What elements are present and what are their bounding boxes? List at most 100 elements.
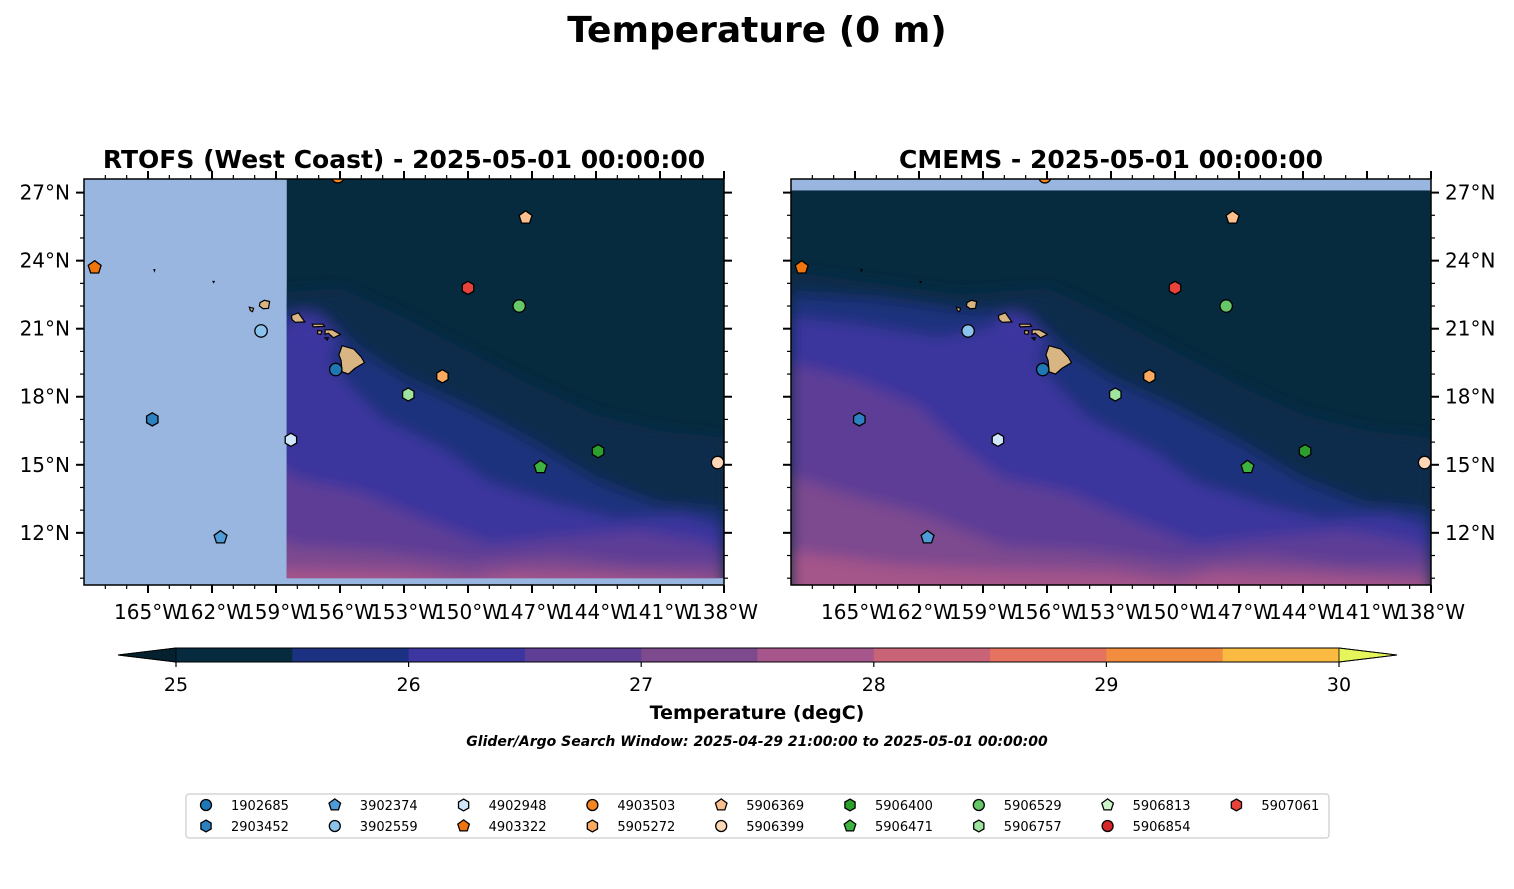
float-marker-4903503 — [331, 179, 345, 184]
lat-tick-label: 18°N — [1445, 385, 1495, 409]
lon-tick-label: 162°W — [885, 600, 953, 624]
float-marker-5906399 — [710, 455, 724, 470]
island-hawaii — [1045, 344, 1073, 375]
colorbar-tick-label: 26 — [397, 674, 421, 696]
island-kahoolawe — [323, 337, 330, 342]
colorbar-segment — [641, 648, 759, 662]
map-panel-cmems: CMEMS - 2025-05-01 00:00:00 165°W162°W15… — [783, 145, 1495, 624]
colorbar-tick-label: 28 — [862, 674, 886, 696]
islands-rtofs — [153, 269, 366, 375]
lon-tick-label: 147°W — [1205, 600, 1273, 624]
legend-marker-1902685 — [199, 798, 213, 812]
legend-label: 1902685 — [231, 799, 289, 814]
legend-marker-2903452 — [200, 819, 212, 833]
lon-axis-cmems: 165°W162°W159°W156°W153°W150°W147°W144°W… — [811, 171, 1465, 624]
colorbar-tick-label: 29 — [1094, 674, 1118, 696]
legend-label: 5906854 — [1133, 820, 1191, 835]
lat-tick-label: 18°N — [20, 385, 70, 409]
island-oahu — [997, 312, 1013, 323]
colorbar-segment — [757, 648, 875, 662]
legend-label: 3902559 — [360, 820, 418, 835]
float-marker-4902948 — [284, 432, 298, 448]
colorbar-label: Temperature (degC) — [650, 702, 865, 724]
island-kauai — [258, 299, 271, 310]
colorbar-segment — [1222, 648, 1340, 662]
lon-tick-label: 159°W — [242, 600, 310, 624]
float-marker-4903503 — [1038, 179, 1052, 184]
legend-label: 2903452 — [231, 820, 289, 835]
float-legend: 1902685 2903452 3902374 3902559 4902948 49033… — [185, 793, 1330, 839]
float-marker-5906529 — [1219, 299, 1234, 313]
float-marker-4902948 — [991, 432, 1005, 448]
float-marker-3902559 — [254, 324, 268, 338]
legend-marker-4903322 — [457, 819, 471, 832]
islands-cmems — [860, 269, 1073, 375]
island-lanai — [317, 329, 323, 336]
lon-axis-rtofs: 165°W162°W159°W156°W153°W150°W147°W144°W… — [104, 171, 758, 624]
legend-marker-5906854 — [1101, 819, 1114, 833]
float-marker-3902374 — [920, 529, 935, 544]
float-marker-4903322 — [87, 259, 102, 274]
float-marker-5906757 — [1108, 387, 1122, 402]
legend-marker-5905272 — [586, 819, 599, 833]
float-marker-5906471 — [533, 459, 548, 474]
island-maui — [324, 329, 342, 339]
lon-tick-label: 144°W — [1269, 600, 1337, 624]
legend-label: 5906399 — [746, 820, 804, 835]
legend-label: 5906813 — [1133, 799, 1191, 814]
float-marker-3902559 — [961, 324, 975, 338]
legend-marker-3902559 — [328, 819, 341, 833]
legend-marker-5906757 — [973, 819, 985, 833]
legend-marker-5906529 — [972, 798, 985, 812]
legend-marker-5906369 — [714, 798, 728, 811]
float-marker-5905272 — [436, 368, 449, 384]
float-marker-2903452 — [145, 412, 159, 427]
lon-tick-label: 162°W — [178, 600, 246, 624]
lon-tick-label: 144°W — [562, 600, 630, 624]
lat-axis-rtofs: 12°N 15°N 18°N 21°N 24°N 27°N — [20, 181, 732, 579]
lon-tick-label: 138°W — [1397, 600, 1465, 624]
float-marker-3902374 — [213, 529, 228, 544]
legend-marker-3902374 — [328, 798, 342, 811]
island-kauai — [965, 299, 978, 310]
lon-tick-label: 165°W — [114, 600, 182, 624]
float-marker-5906757 — [401, 387, 415, 402]
lon-tick-label: 153°W — [370, 600, 438, 624]
lon-tick-label: 156°W — [306, 600, 374, 624]
float-marker-5907061 — [461, 280, 475, 296]
search-window-text: Glider/Argo Search Window: 2025-04-29 21… — [466, 734, 1048, 750]
panel-title-cmems: CMEMS - 2025-05-01 00:00:00 — [899, 145, 1323, 174]
island-lanai — [1023, 329, 1030, 336]
colorbar-tick-label: 27 — [629, 674, 653, 696]
lat-tick-label: 15°N — [20, 453, 70, 477]
colorbar-segment — [408, 648, 526, 662]
legend-frame — [185, 793, 1330, 839]
float-markers-cmems — [794, 179, 1431, 544]
lat-tick-label: 24°N — [20, 249, 70, 273]
float-marker-5905272 — [1143, 368, 1156, 384]
figure-title: Temperature (0 m) — [567, 10, 946, 51]
island-oahu — [290, 312, 306, 323]
legend-marker-5906471 — [843, 819, 857, 832]
lon-tick-label: 150°W — [434, 600, 502, 624]
lon-tick-label: 156°W — [1013, 600, 1081, 624]
island-maui — [1031, 329, 1049, 339]
legend-label: 4902948 — [489, 799, 547, 814]
colorbar-segment — [524, 648, 642, 662]
float-marker-5906400 — [591, 443, 605, 459]
float-marker-5907061 — [1168, 280, 1182, 296]
lat-tick-label: 12°N — [20, 521, 70, 545]
legend-marker-5906399 — [715, 819, 728, 833]
legend-label: 4903322 — [489, 820, 547, 835]
legend-label: 5906529 — [1004, 799, 1062, 814]
lat-tick-label: 27°N — [20, 181, 70, 205]
colorbar-over-arrow — [1338, 647, 1398, 663]
colorbar-tick-label: 25 — [164, 674, 188, 696]
lon-tick-label: 150°W — [1141, 600, 1209, 624]
float-marker-5906369 — [1225, 209, 1240, 224]
island-niihau — [248, 306, 255, 313]
island-molokai — [311, 323, 326, 328]
colorbar-segment — [176, 648, 293, 662]
lon-tick-label: 141°W — [626, 600, 694, 624]
